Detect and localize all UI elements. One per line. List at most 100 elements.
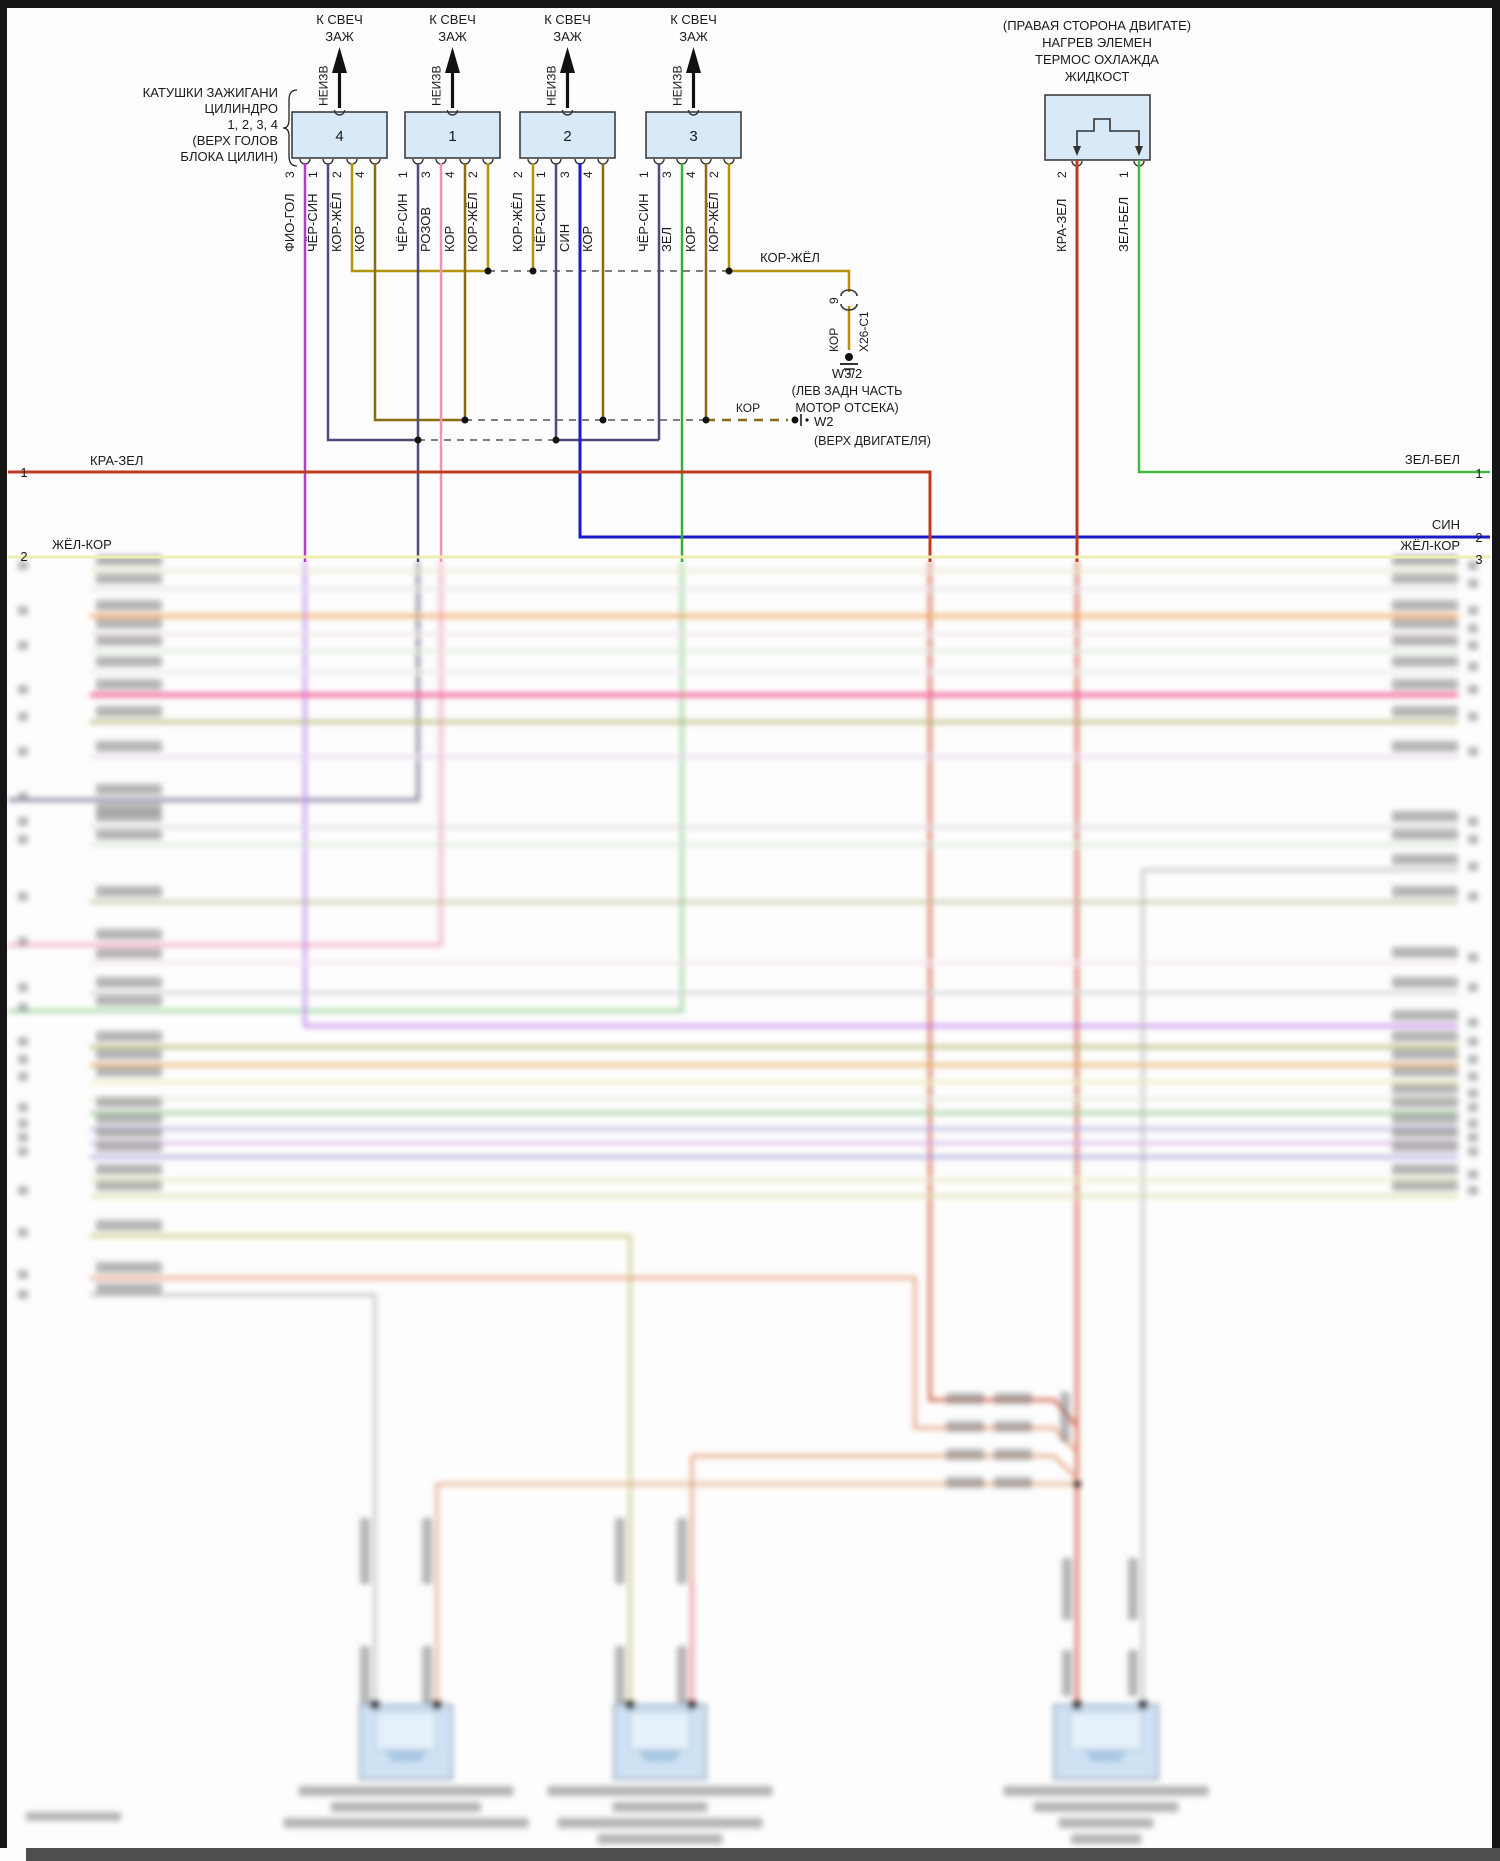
- blurred-row-number: [18, 1147, 28, 1156]
- blurred-text-blob: [994, 1421, 1032, 1432]
- sharp-section: 4 НЕИЗВ К СВЕЧ ЗАЖ 3 ФИО-ГОЛ 1 ЧЁР-СИН 2 КОР-ЖЁЛ 4…: [8, 12, 1490, 567]
- wire-unknown-label: НЕИЗВ: [430, 65, 444, 106]
- left-wire2-label: ЖЁЛ-КОР: [52, 537, 112, 552]
- coil-pin-number: 2: [466, 171, 480, 178]
- blurred-row-number: [18, 1103, 28, 1112]
- blurred-row-number: [1468, 1055, 1478, 1064]
- blurred-text-blob: [96, 1180, 162, 1191]
- coil-pin-wire-color-label: ЧЁР-СИН: [533, 194, 548, 252]
- coil-pin-number: 1: [534, 171, 548, 178]
- blurred-row-number: [1468, 712, 1478, 721]
- right-wire1-label: ЗЕЛ-БЕЛ: [1405, 452, 1460, 467]
- blurred-text-blob: [96, 1283, 162, 1294]
- blurred-text-blob: [1392, 1113, 1458, 1124]
- connector-pin: [1138, 1700, 1148, 1710]
- blurred-text-blob: [360, 1646, 370, 1704]
- wire-unknown-label: НЕИЗВ: [317, 65, 331, 106]
- ground1-loc1: (ЛЕВ ЗАДН ЧАСТЬ: [792, 384, 903, 398]
- blurred-text-blob: [96, 829, 162, 840]
- wire-unknown-label: НЕИЗВ: [545, 65, 559, 106]
- x26-pin-label: 9: [827, 297, 841, 304]
- connector-pin: [1072, 1700, 1082, 1710]
- blurred-row-number: [18, 641, 28, 650]
- wire-rozov-blur: [8, 562, 443, 947]
- heater-resistor-icon: [1076, 118, 1140, 150]
- blurred-text-blob: [1392, 1180, 1458, 1191]
- blurred-caption-line: [1033, 1802, 1179, 1812]
- blurred-text-blob: [96, 600, 162, 611]
- spark-plug-arrow-icon: [445, 47, 460, 73]
- heater-pin-wire-color-label: КРА-ЗЕЛ: [1054, 199, 1069, 252]
- connector-pin: [370, 1700, 380, 1710]
- coil-pin-number: 3: [558, 171, 572, 178]
- blurred-text-blob: [1392, 573, 1458, 584]
- blurred-row-number: [18, 712, 28, 721]
- left-wire2-num: 2: [20, 549, 27, 564]
- blurred-text-blob: [677, 1518, 687, 1584]
- coil-pin-number: 3: [660, 171, 674, 178]
- blurred-text-blob: [96, 1127, 162, 1138]
- blurred-row-number: [1468, 1072, 1478, 1081]
- ignition-coil-number: 3: [689, 128, 697, 145]
- junction-dot: [461, 416, 469, 424]
- right-wire3-num: 3: [1475, 552, 1482, 567]
- junction-dot: [552, 436, 560, 444]
- to-spark-plug-label-line2: ЗАЖ: [679, 29, 708, 44]
- blurred-row-number: [1468, 1119, 1478, 1128]
- blurred-caption-line: [1058, 1818, 1154, 1828]
- blurred-text-blob: [18, 1290, 28, 1299]
- blurred-text-blob: [96, 1097, 162, 1108]
- right-border: [1492, 8, 1500, 1848]
- connector-tab: [384, 1750, 428, 1762]
- blurred-text-blob: [946, 1421, 984, 1432]
- blurred-text-blob: [26, 1812, 121, 1821]
- coil-pin-wire-color-label: КОР: [580, 226, 595, 252]
- coil-pin-number: 1: [306, 171, 320, 178]
- blurred-text-blob: [422, 1646, 432, 1704]
- blurred-text-blob: [18, 1228, 28, 1237]
- coil-group-label-line: (ВЕРХ ГОЛОВ: [192, 133, 278, 148]
- wire-zel-blur: [8, 562, 684, 1013]
- blurred-text-blob: [1392, 706, 1458, 717]
- blurred-text-blob: [18, 937, 28, 946]
- blurred-text-blob: [422, 1518, 432, 1584]
- blurred-row-number: [18, 747, 28, 756]
- blurred-row-number: [1468, 817, 1478, 826]
- blurred-text-blob: [1392, 1083, 1458, 1094]
- blurred-row-number: [1468, 1089, 1478, 1098]
- connector-tab: [1084, 1750, 1128, 1762]
- ground1-loc2: МОТОР ОТСЕКА): [795, 401, 898, 415]
- blurred-row-number: [18, 1072, 28, 1081]
- blurred-text-blob: [96, 977, 162, 988]
- left-wire1-label: КРА-ЗЕЛ: [90, 453, 143, 468]
- blurred-caption-line: [331, 1802, 481, 1812]
- wire-gray-right-blur: [1141, 868, 1458, 1705]
- blurred-text-blob: [1468, 862, 1478, 871]
- terminal-cup: [687, 109, 700, 116]
- coil-pin-number: 4: [684, 171, 698, 178]
- junction-dot: [805, 418, 809, 422]
- blurred-text-blob: [96, 635, 162, 646]
- connector-pin: [432, 1700, 442, 1710]
- blurred-text-blob: [1392, 886, 1458, 897]
- ignition-coil-number: 4: [335, 128, 343, 145]
- heater-title-line: (ПРАВАЯ СТОРОНА ДВИГАТЕ): [1003, 18, 1191, 33]
- ignition-coil-box: [291, 111, 388, 159]
- blurred-text-blob: [96, 1262, 162, 1273]
- blurred-text-blob: [946, 1449, 984, 1460]
- heater-pin-wire-color-label: ЗЕЛ-БЕЛ: [1116, 197, 1131, 252]
- coil-pin-wire-color-label: ФИО-ГОЛ: [282, 194, 297, 252]
- wire-unknown-label: НЕИЗВ: [671, 65, 685, 106]
- junction-dot: [702, 416, 710, 424]
- blurred-text-blob: [96, 1066, 162, 1077]
- blurred-row-number: [18, 1119, 28, 1128]
- bus-korzhel-label: КОР-ЖЁЛ: [760, 250, 820, 265]
- blurred-caption-line: [612, 1802, 708, 1812]
- coil-pin-number: 3: [283, 171, 297, 178]
- ignition-coil-number: 1: [448, 128, 456, 145]
- coil-pin-wire-color-label: ЧЁР-СИН: [305, 194, 320, 252]
- wire-kor-bus-left: [373, 163, 465, 422]
- blurred-text-blob: [1392, 1010, 1458, 1021]
